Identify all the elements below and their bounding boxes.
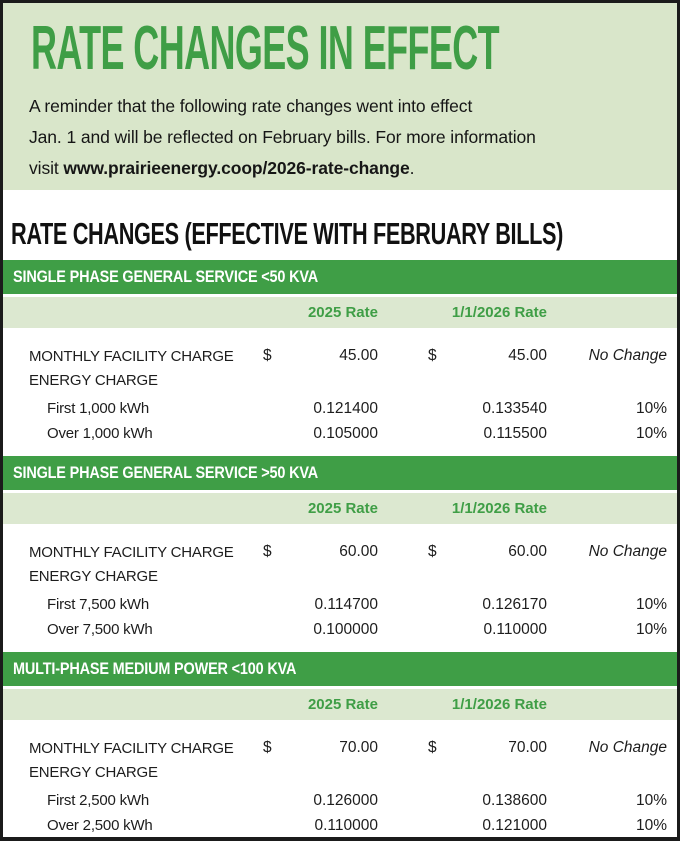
rate-2025-value: 45.00 <box>339 347 378 364</box>
column-header-2026: 1/1/2026 Rate <box>451 500 547 517</box>
rate-2025-value: 0.110000 <box>314 816 379 834</box>
facility-charge-label: MONTHLY FACILITY CHARGE <box>29 543 234 561</box>
column-header-2025: 2025 Rate <box>307 304 378 321</box>
rate-2025-value: 0.126000 <box>313 791 378 809</box>
tier-label: First 2,500 kWh <box>47 792 150 809</box>
rate-2025-value: 70.00 <box>339 739 378 756</box>
page-title-text: RATE CHANGES IN EFFECT <box>31 14 500 83</box>
intro-line-3-suffix: . <box>409 158 415 178</box>
energy-charge-row: ENERGY CHARGE <box>3 760 677 784</box>
section-table-body: MONTHLY FACILITY CHARGE $ 45.00 $ 45.00 … <box>3 328 677 456</box>
facility-charge-label: MONTHLY FACILITY CHARGE <box>29 347 234 365</box>
section-title-bar: MULTI-PHASE MEDIUM POWER <100 KVA <box>3 652 677 686</box>
energy-charge-label: ENERGY CHARGE <box>29 371 158 389</box>
intro-line-2: Jan. 1 and will be reflected on February… <box>29 127 536 147</box>
rate-2026-value: 60.00 <box>508 543 547 560</box>
column-header-row: 2025 Rate 1/1/2026 Rate <box>3 297 677 328</box>
tier-label: Over 2,500 kWh <box>47 817 153 834</box>
tier-label: Over 1,000 kWh <box>47 425 153 442</box>
page-title: RATE CHANGES IN EFFECT <box>31 13 651 85</box>
currency-symbol: $ <box>263 739 272 756</box>
column-header-2025: 2025 Rate <box>307 500 378 517</box>
rate-2026-value: 0.115500 <box>483 424 548 442</box>
facility-charge-row: MONTHLY FACILITY CHARGE $ 45.00 $ 45.00 … <box>3 344 677 368</box>
column-header-row: 2025 Rate 1/1/2026 Rate <box>3 493 677 524</box>
energy-charge-label: ENERGY CHARGE <box>29 567 158 585</box>
change-value: No Change <box>588 347 667 364</box>
tier-row: Over 1,000 kWh 0.105000 0.115500 10% <box>3 421 677 446</box>
rate-section-single-phase-under-50kva: SINGLE PHASE GENERAL SERVICE <50 KVA 202… <box>3 260 677 456</box>
facility-charge-row: MONTHLY FACILITY CHARGE $ 70.00 $ 70.00 … <box>3 736 677 760</box>
currency-symbol: $ <box>428 739 437 756</box>
rate-change-url: www.prairieenergy.coop/2026-rate-change <box>63 158 410 178</box>
change-value: 10% <box>635 620 667 638</box>
rate-2026-value: 70.00 <box>508 739 547 756</box>
energy-charge-label: ENERGY CHARGE <box>29 763 158 781</box>
column-header-2026: 1/1/2026 Rate <box>451 696 547 713</box>
column-header-2026: 1/1/2026 Rate <box>451 304 547 321</box>
rate-2026-value: 0.110000 <box>483 620 548 638</box>
change-value: No Change <box>588 739 667 756</box>
rates-heading-text: RATE CHANGES (EFFECTIVE WITH FEBRUARY BI… <box>11 216 564 251</box>
tier-row: Over 7,500 kWh 0.100000 0.110000 10% <box>3 617 677 642</box>
currency-symbol: $ <box>428 543 437 560</box>
rate-2026-value: 0.138600 <box>482 791 547 809</box>
facility-charge-row: MONTHLY FACILITY CHARGE $ 60.00 $ 60.00 … <box>3 540 677 564</box>
tier-row: First 7,500 kWh 0.114700 0.126170 10% <box>3 592 677 617</box>
tier-label: First 7,500 kWh <box>47 596 150 613</box>
rate-2025-value: 0.105000 <box>313 424 378 442</box>
energy-charge-row: ENERGY CHARGE <box>3 564 677 588</box>
tier-row: First 1,000 kWh 0.121400 0.133540 10% <box>3 396 677 421</box>
section-title: MULTI-PHASE MEDIUM POWER <100 KVA <box>13 659 297 678</box>
currency-symbol: $ <box>263 543 272 560</box>
section-table-body: MONTHLY FACILITY CHARGE $ 70.00 $ 70.00 … <box>3 720 677 837</box>
column-header-row: 2025 Rate 1/1/2026 Rate <box>3 689 677 720</box>
change-value: 10% <box>635 791 667 809</box>
rate-2026-value: 0.133540 <box>482 399 547 417</box>
change-value: 10% <box>635 595 667 613</box>
rate-2026-value: 0.126170 <box>482 595 547 613</box>
section-title: SINGLE PHASE GENERAL SERVICE >50 KVA <box>13 463 319 482</box>
tier-label: First 1,000 kWh <box>47 400 150 417</box>
intro-paragraph: A reminder that the following rate chang… <box>29 91 651 184</box>
facility-charge-label: MONTHLY FACILITY CHARGE <box>29 739 234 757</box>
rate-2025-value: 60.00 <box>339 543 378 560</box>
rate-section-single-phase-over-50kva: SINGLE PHASE GENERAL SERVICE >50 KVA 202… <box>3 456 677 652</box>
currency-symbol: $ <box>428 347 437 364</box>
section-title-bar: SINGLE PHASE GENERAL SERVICE <50 KVA <box>3 260 677 294</box>
top-banner: RATE CHANGES IN EFFECT A reminder that t… <box>3 3 677 190</box>
energy-charge-row: ENERGY CHARGE <box>3 368 677 392</box>
rates-heading: RATE CHANGES (EFFECTIVE WITH FEBRUARY BI… <box>11 216 677 252</box>
rate-2025-value: 0.121400 <box>313 399 378 417</box>
rate-2026-value: 45.00 <box>508 347 547 364</box>
intro-line-3-prefix: visit <box>29 158 64 178</box>
section-title: SINGLE PHASE GENERAL SERVICE <50 KVA <box>13 267 319 286</box>
tier-label: Over 7,500 kWh <box>47 621 153 638</box>
section-table-body: MONTHLY FACILITY CHARGE $ 60.00 $ 60.00 … <box>3 524 677 652</box>
intro-line-1: A reminder that the following rate chang… <box>29 96 473 116</box>
column-header-2025: 2025 Rate <box>307 696 378 713</box>
rate-2025-value: 0.100000 <box>313 620 378 638</box>
tier-row: Over 2,500 kWh 0.110000 0.121000 10% <box>3 813 677 837</box>
rate-2025-value: 0.114700 <box>314 595 379 613</box>
change-value: 10% <box>635 399 667 417</box>
change-value: 10% <box>635 424 667 442</box>
rate-2026-value: 0.121000 <box>482 816 547 834</box>
tier-row: First 2,500 kWh 0.126000 0.138600 10% <box>3 788 677 813</box>
change-value: No Change <box>588 543 667 560</box>
section-title-bar: SINGLE PHASE GENERAL SERVICE >50 KVA <box>3 456 677 490</box>
currency-symbol: $ <box>263 347 272 364</box>
rate-section-multi-phase-under-100kva: MULTI-PHASE MEDIUM POWER <100 KVA 2025 R… <box>3 652 677 837</box>
change-value: 10% <box>635 816 667 834</box>
